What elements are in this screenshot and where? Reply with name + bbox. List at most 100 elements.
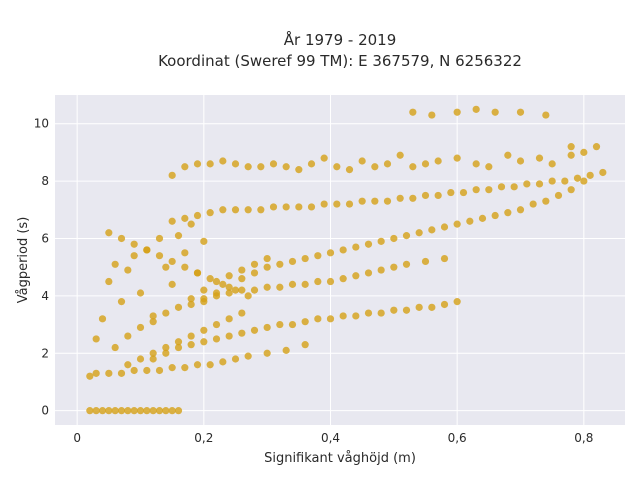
data-point [105,369,113,377]
data-point [295,166,303,174]
data-point [231,286,240,294]
data-point [193,211,202,220]
data-point [149,312,157,320]
data-point [200,326,208,334]
data-point [390,234,398,243]
data-point [149,318,157,326]
data-point [510,183,518,191]
data-point [307,160,316,168]
data-point [428,226,436,234]
data-point [276,283,284,291]
data-point [162,343,170,352]
data-point [453,108,461,116]
data-point [92,335,100,343]
data-point [301,254,309,263]
data-point [592,143,601,151]
data-point [428,303,436,311]
data-point [580,148,588,156]
data-point [111,407,119,415]
data-point [472,105,480,113]
data-point [168,407,176,415]
data-point [402,232,411,240]
data-point [396,151,404,159]
data-point [200,237,208,245]
data-point [402,306,411,314]
data-point [314,315,322,323]
data-point [282,163,290,171]
y-tick-label: 4 [41,289,49,303]
data-point [440,254,449,263]
data-point [383,197,392,205]
data-point [193,160,202,168]
x-axis-ticks: 0 0,2 0,4 0,6 0,8 [73,431,593,445]
data-point [516,157,525,165]
chart-title-line-2: Koordinat (Sweref 99 TM): E 367579, N 62… [158,52,522,70]
data-point [364,240,373,248]
data-point [130,252,138,260]
data-point [238,329,246,337]
data-point [168,217,176,225]
data-point [529,200,537,208]
data-point [219,358,227,366]
data-point [504,151,512,159]
data-point [326,315,335,323]
data-point [326,277,335,286]
data-point [263,283,271,291]
data-point [472,160,480,168]
data-point [263,263,271,271]
data-point [377,237,385,245]
data-point [117,369,126,377]
data-point [339,312,347,320]
data-point [548,160,556,168]
x-axis-label: Signifikant våghöjd (m) [264,451,416,466]
data-point [168,257,176,266]
data-point [168,280,176,288]
y-tick-label: 8 [41,174,49,188]
data-point [105,277,113,286]
data-point [472,186,480,194]
data-point [409,194,417,202]
data-point [288,257,297,266]
data-point [573,174,582,182]
data-point [516,206,525,214]
data-point [187,295,195,303]
data-point [225,332,233,340]
data-point [301,280,309,288]
data-point [320,154,328,162]
data-point [250,286,259,294]
data-point [219,280,227,288]
data-point [174,343,183,352]
data-point [244,163,252,171]
data-point [282,203,290,211]
data-point [345,200,354,208]
data-point [548,177,556,185]
data-point [269,160,278,168]
data-point [288,280,297,288]
data-point [250,326,259,334]
data-point [358,197,366,205]
data-point [276,320,284,329]
data-point [504,209,512,217]
data-point [440,223,449,231]
data-point [542,197,550,205]
data-point [117,298,126,306]
data-point [206,209,214,217]
data-point [535,180,544,188]
data-point [219,206,227,214]
data-point [421,257,430,266]
data-point [523,180,531,188]
data-point [453,154,461,162]
data-point [193,269,202,277]
data-point [238,266,246,274]
data-point [244,352,252,360]
data-point [409,163,417,171]
data-point [257,206,265,214]
data-point [105,229,113,237]
data-point [333,163,341,171]
data-point [212,292,221,300]
data-point [383,160,392,168]
data-point [193,361,202,369]
data-point [136,289,145,297]
data-point [263,323,271,332]
